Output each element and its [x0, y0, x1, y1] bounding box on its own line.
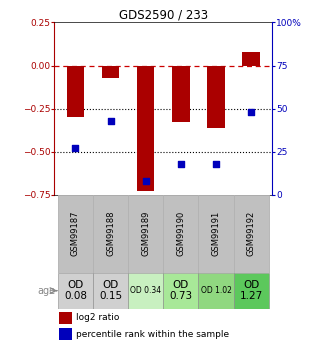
Text: GSM99192: GSM99192	[247, 211, 256, 256]
Bar	[67, 66, 84, 117]
Bar	[198, 273, 234, 309]
Text: OD 0.34: OD 0.34	[130, 286, 161, 295]
Bar	[234, 273, 269, 309]
Bar	[163, 195, 198, 273]
Text: GSM99191: GSM99191	[211, 211, 220, 256]
Text: OD
1.27: OD 1.27	[239, 280, 263, 301]
Bar	[128, 273, 163, 309]
Point	[108, 118, 113, 124]
Bar	[163, 195, 198, 273]
Text: OD
0.08: OD 0.08	[64, 280, 87, 301]
Bar	[58, 195, 93, 273]
Bar	[58, 273, 93, 309]
Bar	[198, 195, 234, 273]
Text: GSM99189: GSM99189	[141, 211, 150, 256]
Bar	[137, 66, 155, 191]
Text: OD
0.15: OD 0.15	[99, 280, 122, 301]
Bar	[93, 273, 128, 309]
Bar	[198, 195, 234, 273]
Text: GSM99188: GSM99188	[106, 211, 115, 256]
Bar	[93, 195, 128, 273]
Bar	[102, 66, 119, 78]
Text: percentile rank within the sample: percentile rank within the sample	[76, 330, 229, 339]
Text: OD 1.02: OD 1.02	[201, 286, 231, 295]
Bar	[163, 273, 198, 309]
Text: GSM99187: GSM99187	[71, 211, 80, 256]
Title: GDS2590 / 233: GDS2590 / 233	[119, 8, 208, 21]
Point	[73, 146, 78, 151]
Bar	[207, 66, 225, 128]
Bar	[58, 195, 93, 273]
Text: GSM99190: GSM99190	[176, 211, 185, 256]
Point	[213, 161, 218, 167]
Text: log2 ratio: log2 ratio	[76, 314, 119, 323]
Bar	[59, 328, 72, 340]
Bar	[128, 195, 163, 273]
Bar	[234, 195, 269, 273]
Bar	[128, 195, 163, 273]
Text: OD
0.73: OD 0.73	[169, 280, 193, 301]
Point	[248, 109, 253, 115]
Bar	[172, 66, 190, 122]
Bar	[93, 195, 128, 273]
Bar	[242, 52, 260, 66]
Text: age: age	[37, 286, 55, 296]
Bar	[59, 312, 72, 324]
Bar	[234, 195, 269, 273]
Point	[178, 161, 183, 167]
Point	[143, 178, 148, 184]
